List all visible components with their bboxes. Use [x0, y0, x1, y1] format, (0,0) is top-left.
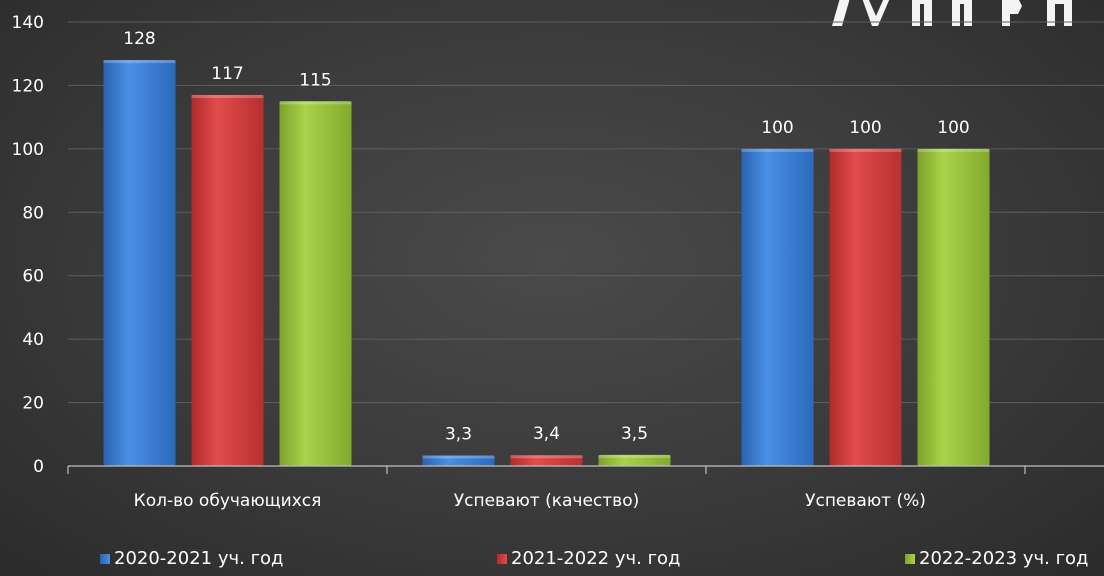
bars — [103, 60, 990, 467]
bar-highlight — [829, 148, 902, 152]
y-tick-label: 100 — [12, 140, 44, 160]
legend: 2020-2021 уч. год 2021-2022 уч. год 2022… — [0, 548, 1104, 576]
legend-item-2022-2023: 2022-2023 уч. год — [905, 548, 1088, 569]
bar-0-0 — [103, 60, 176, 467]
y-axis-ticks: 0 20 40 60 80 100 120 140 — [12, 13, 44, 477]
legend-item-2021-2022: 2021-2022 уч. год — [497, 548, 680, 569]
y-tick-label: 60 — [22, 267, 44, 287]
bar-chart: 0 20 40 60 80 100 120 140 128 117 115 3,3 3,4 3,5 100… — [12, 13, 1104, 511]
legend-item-2020-2021: 2020-2021 уч. год — [100, 548, 283, 569]
x-axis: Кол-во обучающихся Успевают (качество) Усп… — [67, 465, 1104, 511]
y-tick-label: 80 — [22, 203, 44, 223]
y-tick-label: 40 — [22, 330, 44, 350]
bar-highlight — [741, 148, 814, 152]
category-label: Кол-во обучающихся — [134, 491, 322, 511]
data-label: 100 — [849, 118, 881, 138]
y-tick-label: 20 — [22, 394, 44, 414]
legend-label: 2020-2021 уч. год — [114, 548, 284, 569]
bar-2-2 — [917, 148, 990, 466]
bar-1-2 — [598, 454, 671, 466]
legend-swatch-blue — [100, 553, 110, 564]
legend-swatch-green — [905, 553, 915, 564]
bar-highlight — [103, 60, 176, 64]
legend-swatch-red — [497, 553, 507, 564]
y-tick-label: 120 — [12, 76, 44, 96]
bar-1-1 — [510, 455, 583, 466]
category-label: Успевают (качество) — [454, 491, 639, 511]
legend-label: 2022-2023 уч. год — [919, 548, 1089, 569]
category-label: Успевают (%) — [805, 491, 926, 511]
title-fragment-glyphs — [832, 0, 1072, 26]
bar-highlight — [598, 454, 671, 458]
data-labels: 128 117 115 3,3 3,4 3,5 100 100 100 — [123, 29, 969, 444]
legend-label: 2021-2022 уч. год — [511, 548, 681, 569]
bar-2-1 — [829, 148, 902, 466]
y-tick-label: 140 — [12, 13, 44, 33]
y-tick-label: 0 — [33, 457, 44, 477]
bar-highlight — [917, 148, 990, 152]
bar-highlight — [191, 94, 264, 98]
data-label: 117 — [211, 64, 243, 84]
data-label: 100 — [937, 118, 969, 138]
bar-1-0 — [422, 455, 495, 466]
data-label: 100 — [761, 118, 793, 138]
data-label: 3,4 — [533, 424, 560, 444]
data-label: 3,3 — [445, 425, 472, 445]
bar-0-1 — [191, 94, 264, 466]
bar-2-0 — [741, 148, 814, 466]
bar-0-2 — [279, 101, 352, 467]
bar-highlight — [422, 455, 495, 459]
title-fragment — [822, 0, 1104, 36]
bar-highlight — [510, 455, 583, 459]
data-label: 3,5 — [621, 424, 648, 444]
bar-highlight — [279, 101, 352, 105]
data-label: 128 — [123, 29, 155, 49]
data-label: 115 — [299, 70, 331, 90]
